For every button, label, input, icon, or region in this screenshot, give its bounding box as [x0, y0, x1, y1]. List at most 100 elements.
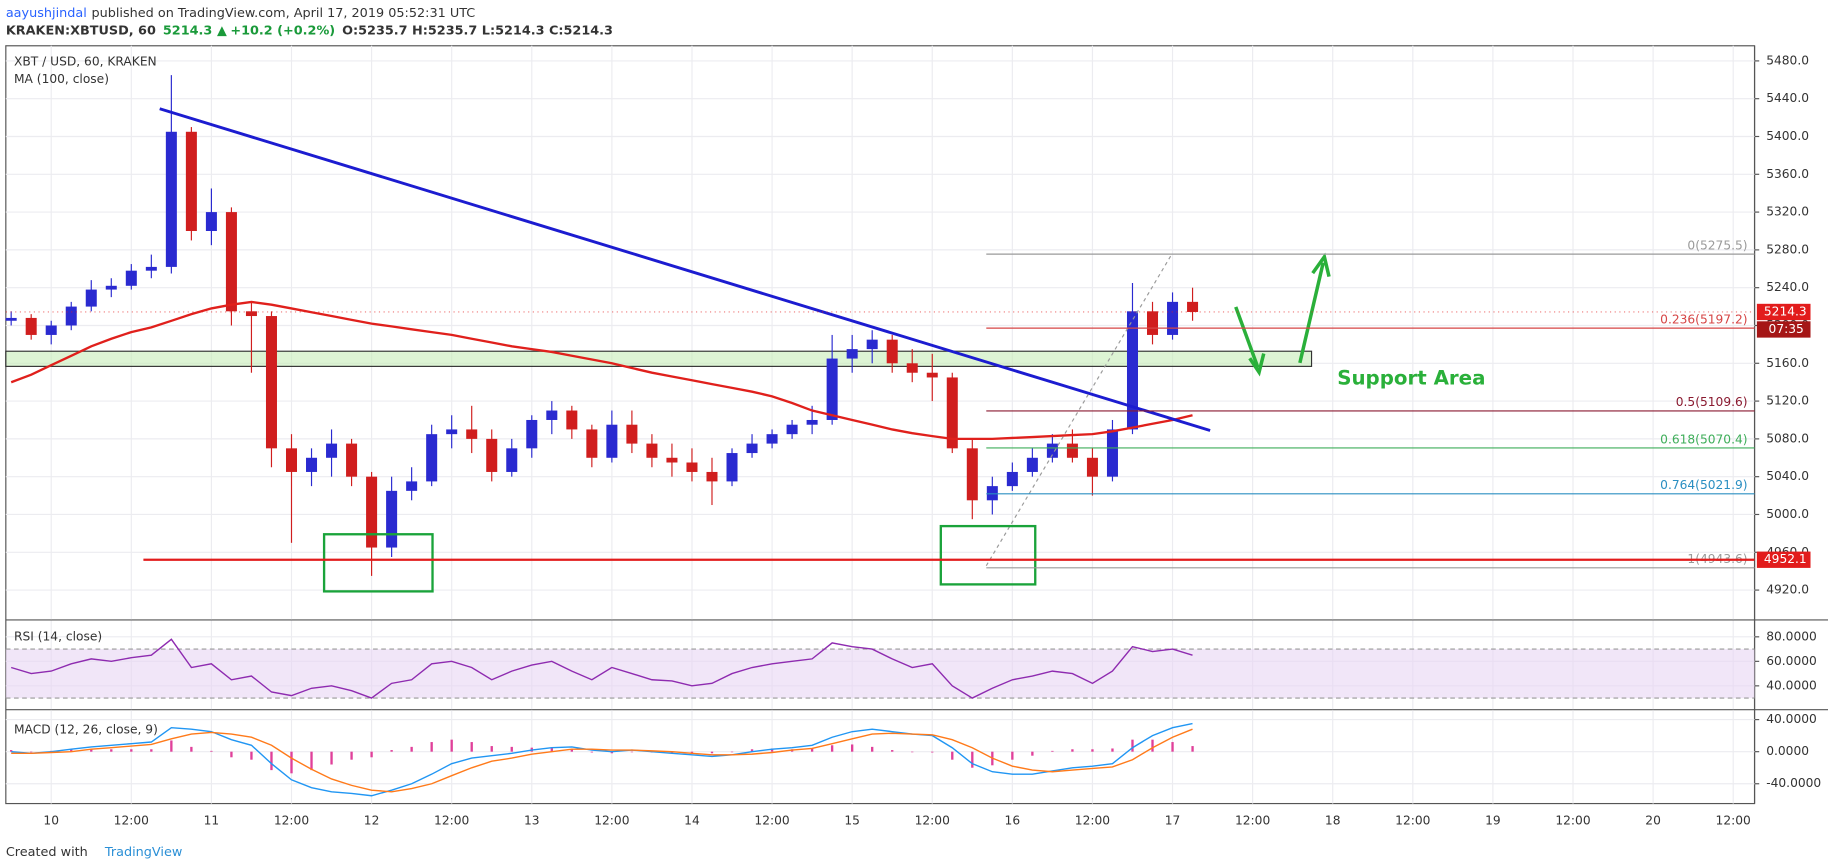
histogram-bar — [230, 751, 233, 758]
y-tick-label: 80.0000 — [1766, 629, 1817, 643]
x-tick-label: 17 — [1165, 814, 1181, 828]
candle-body — [526, 419, 538, 449]
histogram-bar — [690, 751, 694, 754]
macd-line — [11, 728, 1193, 793]
histogram-bar — [90, 749, 93, 752]
candle-body — [306, 457, 318, 472]
histogram-bar — [170, 740, 173, 752]
histogram-bar — [490, 746, 493, 752]
candle-body — [566, 410, 578, 430]
y-tick-label: 5240.0 — [1766, 280, 1809, 294]
symbol-line: KRAKEN:XBTUSD, 60 5214.3 ▲ +10.2 (+0.2%) O:5… — [6, 23, 613, 38]
candle-body — [586, 429, 598, 458]
histogram-bar — [550, 747, 553, 752]
histogram-bar — [710, 751, 714, 754]
trend-line — [159, 107, 1211, 432]
countdown-badge — [1756, 321, 1811, 338]
histogram-bar — [270, 751, 273, 771]
last-price: 5214.3 — [163, 23, 212, 38]
x-tick-label: 12:00 — [754, 814, 789, 828]
candle-body — [846, 349, 858, 359]
fib-diagonal — [985, 254, 1173, 567]
candle-body — [225, 212, 237, 312]
y-tick-label: 60.0000 — [1766, 654, 1817, 668]
histogram-bar — [290, 751, 293, 774]
histogram-bar — [70, 749, 73, 752]
candle-body — [366, 476, 378, 548]
footer-text: Created with — [6, 845, 88, 860]
y-tick-label: 5400.0 — [1766, 129, 1809, 143]
x-tick-label: 12 — [364, 814, 380, 828]
histogram-bar — [330, 751, 333, 765]
price-badge — [1756, 551, 1811, 568]
candle-body — [1026, 457, 1038, 472]
candle-body — [426, 434, 438, 482]
histogram-bar — [390, 750, 393, 752]
x-tick-label: 16 — [1005, 814, 1021, 828]
x-tick-label: 11 — [204, 814, 220, 828]
footer-brand[interactable]: TradingView — [104, 845, 182, 860]
candle-body — [466, 429, 478, 439]
histogram-bar — [891, 750, 894, 752]
histogram-bar — [1111, 748, 1114, 752]
candle-body — [766, 434, 778, 444]
y-tick-label: 5080.0 — [1766, 431, 1809, 445]
histogram-bar — [670, 751, 674, 754]
x-tick-label: 13 — [524, 814, 540, 828]
x-tick-label: 12:00 — [1395, 814, 1430, 828]
candle-body — [1066, 443, 1078, 458]
x-tick-label: 10 — [43, 814, 59, 828]
candle-body — [5, 317, 17, 321]
candle-body — [185, 131, 197, 231]
candle-body — [1187, 301, 1199, 312]
histogram-bar — [810, 748, 814, 752]
candle-body — [826, 358, 838, 420]
histogram-bar — [1071, 749, 1074, 752]
moving-average — [10, 300, 1193, 441]
histogram-bar — [911, 751, 914, 753]
published: published on TradingView.com, April 17, … — [91, 6, 475, 21]
arrow-up — [1298, 262, 1325, 364]
histogram-bar — [310, 751, 313, 771]
y-tick-label: 5000.0 — [1766, 507, 1809, 521]
candle-body — [946, 377, 958, 449]
chart-title: XBT / USD, 60, KRAKEN — [14, 55, 157, 69]
x-tick-label: 12:00 — [594, 814, 629, 828]
histogram-bar — [951, 751, 954, 760]
y-tick-label: 5040.0 — [1766, 469, 1809, 483]
histogram-bar — [190, 746, 193, 752]
histogram-bar — [1131, 739, 1134, 752]
price-badge — [1756, 303, 1811, 321]
histogram-bar — [370, 751, 373, 758]
histogram-bar — [630, 751, 634, 753]
author[interactable]: aayushjindal — [6, 6, 87, 21]
x-tick-label: 12:00 — [1555, 814, 1590, 828]
y-tick-label: 5280.0 — [1766, 242, 1809, 256]
fib-label: 0.764(5021.9) — [1660, 478, 1747, 492]
candle-body — [746, 443, 758, 454]
candle-body — [1106, 429, 1118, 477]
arrow-head — [1311, 252, 1331, 278]
fib-label: 0.618(5070.4) — [1660, 432, 1747, 446]
y-tick-label: 0.0000 — [1766, 744, 1809, 758]
histogram-bar — [1171, 742, 1174, 752]
x-tick-label: 12:00 — [274, 814, 309, 828]
histogram-bar — [590, 751, 594, 753]
histogram-bar — [350, 751, 353, 760]
candle-body — [926, 372, 938, 378]
histogram-bar — [1091, 749, 1094, 752]
symbol: KRAKEN:XBTUSD, 60 — [6, 23, 156, 38]
x-tick-label: 12:00 — [1716, 814, 1751, 828]
histogram-bar — [410, 746, 413, 752]
candle-body — [886, 339, 898, 364]
candle-body — [285, 448, 298, 472]
pane-title: MACD (12, 26, close, 9) — [14, 723, 158, 737]
candle-body — [506, 448, 518, 472]
rsi-band — [5, 649, 1755, 699]
candle-body — [446, 429, 458, 435]
x-tick-label: 12:00 — [1075, 814, 1110, 828]
candle-body — [326, 443, 338, 458]
x-tick-label: 20 — [1645, 814, 1661, 828]
